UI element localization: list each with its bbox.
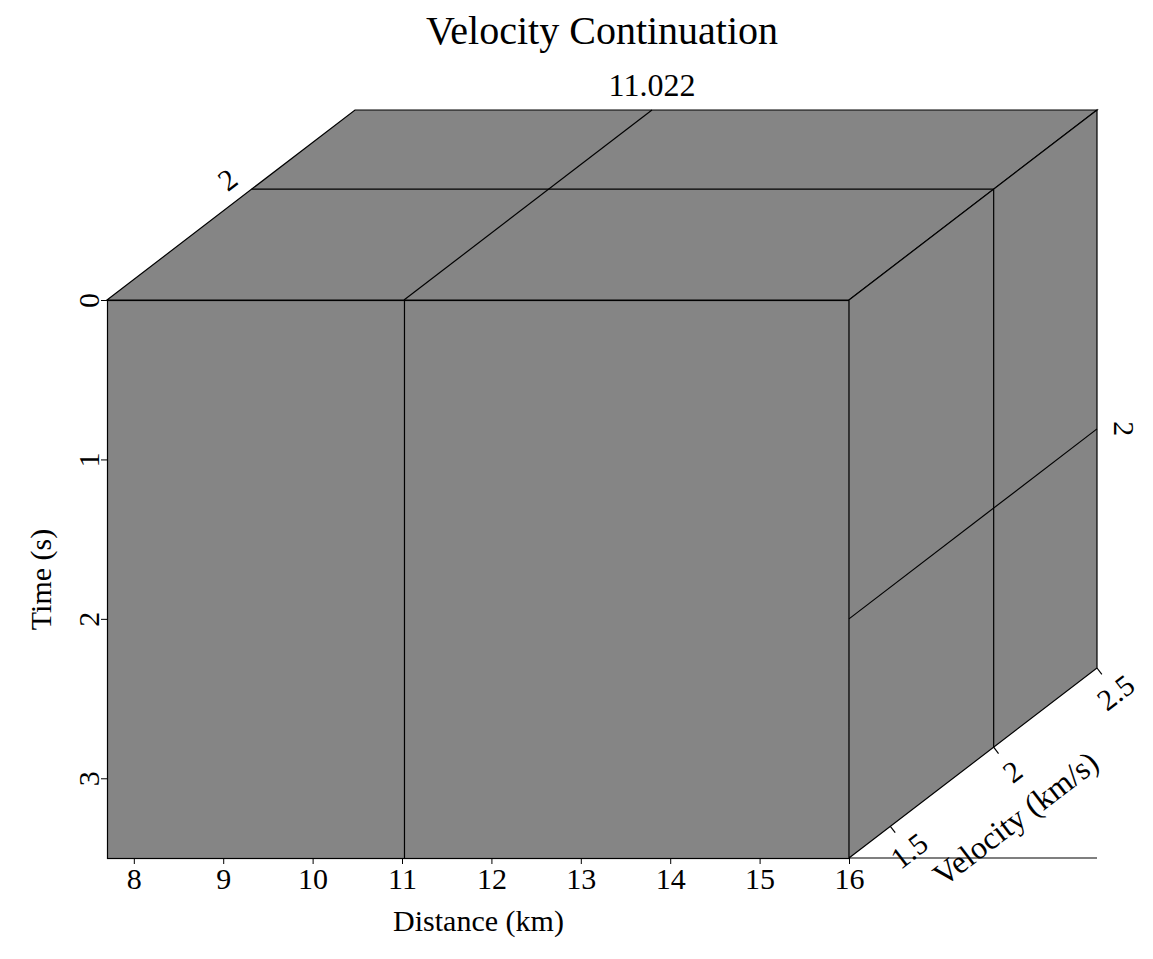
svg-text:13: 13 bbox=[566, 862, 596, 895]
svg-text:9: 9 bbox=[216, 862, 231, 895]
svg-text:8: 8 bbox=[127, 862, 142, 895]
svg-text:15: 15 bbox=[745, 862, 775, 895]
svg-text:1: 1 bbox=[72, 452, 105, 467]
svg-text:2: 2 bbox=[211, 162, 243, 197]
svg-text:11.022: 11.022 bbox=[609, 67, 696, 103]
svg-text:2: 2 bbox=[996, 754, 1028, 789]
svg-text:2: 2 bbox=[72, 612, 105, 627]
svg-text:14: 14 bbox=[656, 862, 686, 895]
svg-text:1.5: 1.5 bbox=[884, 826, 934, 875]
svg-text:0: 0 bbox=[72, 293, 105, 308]
svg-text:12: 12 bbox=[477, 862, 507, 895]
svg-text:Time (s): Time (s) bbox=[24, 529, 58, 630]
svg-text:2: 2 bbox=[1108, 421, 1141, 436]
svg-text:Velocity Continuation: Velocity Continuation bbox=[426, 8, 778, 53]
svg-text:11: 11 bbox=[388, 862, 417, 895]
svg-text:3: 3 bbox=[72, 771, 105, 786]
svg-text:Velocity (km/s): Velocity (km/s) bbox=[926, 744, 1105, 893]
svg-text:16: 16 bbox=[835, 862, 865, 895]
svg-text:10: 10 bbox=[298, 862, 328, 895]
svg-text:2.5: 2.5 bbox=[1091, 668, 1141, 717]
svg-text:Distance (km): Distance (km) bbox=[393, 904, 564, 938]
